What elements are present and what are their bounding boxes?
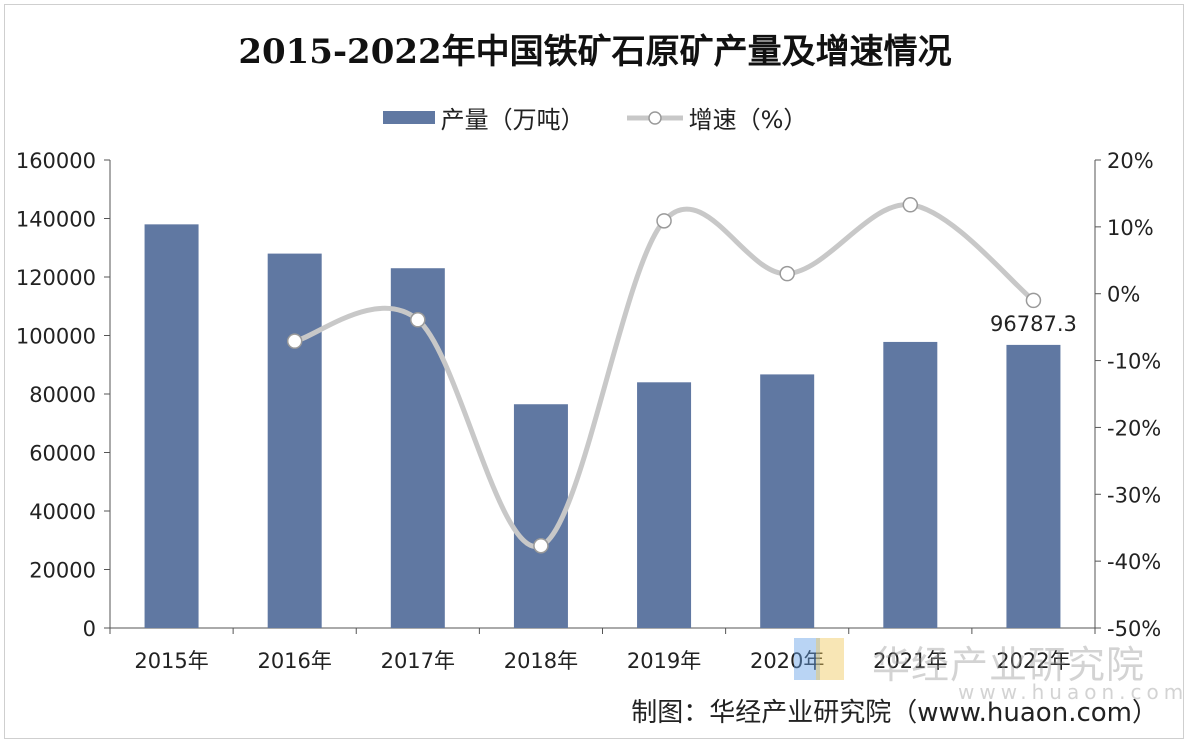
bar-production: [883, 341, 938, 628]
data-label: 96787.3: [990, 312, 1077, 336]
chart-credit: 制图：华经产业研究院（www.huaon.com）: [631, 698, 1158, 728]
chart-title: 2015-2022年中国铁矿石原矿产量及增速情况: [238, 32, 952, 72]
bar-production: [637, 382, 692, 628]
growth-point: [533, 538, 549, 554]
legend-line-swatch: [626, 109, 683, 127]
chart-frame: [4, 4, 1184, 739]
left-axis-tick-label: 160000: [16, 149, 96, 173]
left-axis-tick-label: 0: [83, 617, 96, 641]
bar-production: [390, 268, 445, 628]
right-axis-tick-label: -50%: [1107, 617, 1161, 641]
right-axis-tick-label: 20%: [1107, 149, 1154, 173]
x-axis-tick-label: 2016年: [257, 649, 331, 673]
bar-production: [267, 253, 322, 628]
legend-label-growth: 增速（%）: [688, 106, 808, 134]
left-axis-tick-label: 20000: [29, 559, 96, 583]
left-axis-tick-label: 40000: [29, 500, 96, 524]
series-line-growth: [292, 202, 1036, 549]
right-axis-tick-label: -30%: [1107, 483, 1161, 507]
chart-legend: 产量（万吨） 增速（%）: [0, 100, 1190, 135]
growth-point: [1025, 292, 1042, 309]
growth-point: [779, 265, 795, 282]
growth-point: [286, 333, 303, 349]
left-axis-tick-label: 140000: [16, 208, 96, 232]
watermark-url: www.huaon.com: [958, 680, 1189, 704]
right-axis-tick-label: 0%: [1107, 283, 1140, 307]
bar-production: [760, 374, 815, 628]
right-axis-tick-label: -10%: [1107, 350, 1161, 374]
left-axis-tick-label: 60000: [29, 442, 96, 466]
right-axis-tick-label: -20%: [1107, 416, 1161, 440]
growth-point: [410, 312, 426, 328]
legend-item-growth: 增速（%）: [626, 100, 808, 135]
x-axis-tick-label: 2018年: [504, 649, 578, 673]
legend-bar-swatch: [382, 111, 435, 124]
bar-production: [144, 224, 199, 628]
bar-production: [1006, 344, 1061, 628]
growth-point: [902, 197, 919, 213]
watermark: 华经产业研究院 www.huaon.com: [790, 632, 1183, 712]
x-axis-tick-label: 2017年: [381, 649, 455, 673]
x-axis-tick-label: 2020年: [750, 649, 824, 673]
x-axis-tick-label: 2022年: [996, 649, 1070, 673]
right-axis-tick-label: -40%: [1107, 550, 1161, 574]
x-axis-tick-label: 2019年: [627, 649, 701, 673]
left-axis-tick-label: 80000: [29, 383, 96, 407]
bar-production: [513, 404, 568, 628]
x-axis-tick-label: 2021年: [873, 649, 947, 673]
watermark-logo-icon: [790, 634, 862, 684]
left-axis-tick-label: 120000: [16, 266, 96, 290]
growth-point: [656, 213, 672, 229]
legend-item-production: 产量（万吨）: [382, 100, 585, 135]
x-axis-tick-label: 2015年: [134, 649, 208, 673]
right-axis-tick-label: 10%: [1107, 216, 1154, 240]
left-axis-tick-label: 100000: [16, 325, 96, 349]
legend-label-production: 产量（万吨）: [440, 106, 585, 134]
watermark-name: 华经产业研究院: [872, 643, 1146, 687]
